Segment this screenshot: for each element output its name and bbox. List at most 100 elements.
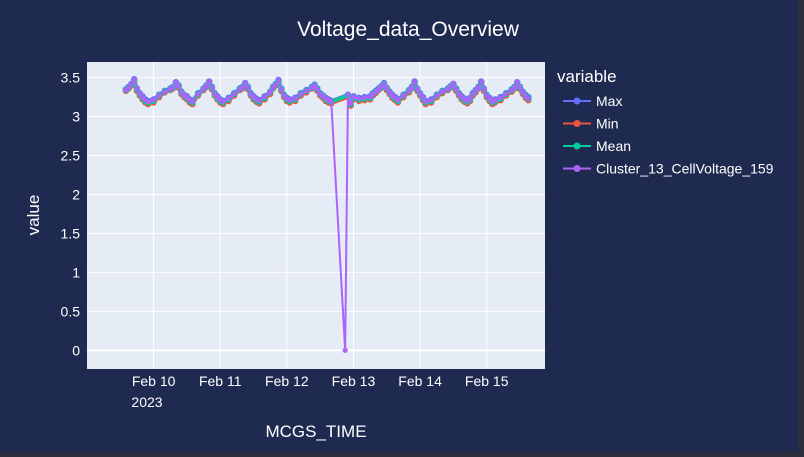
- legend-swatch-marker: [573, 120, 581, 127]
- x-tick-label: Feb 13: [332, 373, 376, 389]
- data-point[interactable]: [170, 85, 176, 91]
- data-point[interactable]: [517, 85, 523, 91]
- data-point[interactable]: [478, 78, 484, 85]
- data-point[interactable]: [525, 96, 531, 102]
- data-point[interactable]: [342, 347, 348, 353]
- data-point[interactable]: [384, 85, 390, 92]
- data-point[interactable]: [411, 78, 418, 85]
- legend-label: Cluster_13_CellVoltage_159: [596, 161, 774, 177]
- data-point[interactable]: [151, 97, 157, 103]
- grid-layer: [87, 62, 545, 369]
- data-point[interactable]: [275, 77, 282, 83]
- data-point[interactable]: [511, 85, 518, 91]
- data-point[interactable]: [348, 100, 354, 106]
- data-point[interactable]: [356, 96, 362, 102]
- legend: variable Max Min Mean Cluster_13_CellVoltag…: [557, 67, 774, 177]
- data-point[interactable]: [361, 95, 368, 101]
- data-point[interactable]: [189, 99, 196, 105]
- legend-title: variable: [557, 67, 617, 86]
- data-point[interactable]: [145, 99, 151, 105]
- data-point[interactable]: [503, 91, 509, 97]
- data-point[interactable]: [312, 82, 318, 88]
- data-point[interactable]: [203, 83, 209, 89]
- data-point[interactable]: [428, 97, 434, 103]
- data-point[interactable]: [256, 98, 262, 104]
- y-tick-label: 0.5: [61, 303, 81, 319]
- y-tick-label: 1: [72, 264, 80, 280]
- data-point[interactable]: [242, 80, 248, 86]
- data-point[interactable]: [467, 96, 473, 102]
- data-point[interactable]: [420, 95, 426, 101]
- data-point[interactable]: [423, 99, 429, 105]
- legend-item[interactable]: Max: [563, 93, 622, 109]
- legend-swatch-marker: [573, 97, 581, 105]
- data-point[interactable]: [497, 95, 504, 101]
- data-point[interactable]: [206, 78, 212, 85]
- data-point[interactable]: [231, 91, 237, 97]
- x-tick-label: Feb 12: [265, 373, 309, 389]
- legend-swatch-marker: [573, 142, 581, 150]
- data-point[interactable]: [298, 91, 304, 97]
- data-point[interactable]: [225, 96, 232, 102]
- data-point[interactable]: [176, 83, 182, 89]
- legend-item[interactable]: Mean: [563, 138, 631, 154]
- data-point[interactable]: [220, 99, 226, 105]
- y-tick-label: 1.5: [61, 225, 81, 241]
- legend-item[interactable]: Cluster_13_CellVoltage_159: [563, 161, 774, 177]
- series-cluster-13-cellvoltage-159: [123, 76, 531, 353]
- x-axis-year-label: 2023: [131, 394, 162, 410]
- data-point[interactable]: [314, 86, 320, 92]
- data-point[interactable]: [514, 79, 520, 85]
- window-edge-bottom: [0, 452, 804, 457]
- data-point[interactable]: [162, 89, 168, 95]
- x-tick-label: Feb 14: [398, 373, 442, 389]
- data-point[interactable]: [126, 85, 132, 91]
- data-point[interactable]: [156, 92, 162, 99]
- data-point[interactable]: [209, 85, 215, 91]
- plot-area: [87, 62, 545, 369]
- data-point[interactable]: [381, 81, 387, 87]
- data-point[interactable]: [414, 86, 420, 92]
- legend-swatch-marker: [573, 165, 581, 172]
- data-point[interactable]: [492, 97, 498, 103]
- axis-layer: 0 0.5 1 1.5 2 2.5 3 3.5 Feb 10 Feb 11 Feb 12 Feb 13…: [61, 70, 509, 389]
- data-point[interactable]: [439, 89, 445, 95]
- y-axis-title: value: [24, 195, 43, 236]
- data-point[interactable]: [137, 90, 143, 96]
- data-point[interactable]: [453, 86, 459, 92]
- data-point[interactable]: [400, 92, 407, 99]
- data-point[interactable]: [134, 85, 140, 92]
- data-point[interactable]: [475, 85, 481, 91]
- data-point[interactable]: [450, 81, 456, 87]
- data-point[interactable]: [417, 91, 423, 97]
- data-point[interactable]: [409, 85, 415, 91]
- data-point[interactable]: [195, 91, 201, 97]
- data-point[interactable]: [273, 82, 279, 88]
- data-point[interactable]: [328, 99, 334, 105]
- data-point[interactable]: [131, 76, 137, 82]
- y-tick-label: 2.5: [61, 148, 81, 164]
- data-point[interactable]: [287, 97, 293, 103]
- data-point[interactable]: [481, 86, 487, 92]
- data-point[interactable]: [245, 85, 251, 91]
- x-axis-title: MCGS_TIME: [265, 422, 366, 441]
- data-point[interactable]: [278, 86, 284, 92]
- data-point[interactable]: [395, 97, 401, 103]
- data-point[interactable]: [303, 88, 309, 94]
- data-point[interactable]: [345, 92, 351, 98]
- data-point[interactable]: [239, 85, 246, 91]
- data-point[interactable]: [262, 94, 268, 100]
- data-point[interactable]: [173, 79, 179, 85]
- x-tick-label: Feb 15: [465, 373, 509, 389]
- x-tick-label: Feb 10: [132, 373, 176, 389]
- data-point[interactable]: [520, 89, 526, 95]
- data-point[interactable]: [292, 96, 298, 102]
- data-point[interactable]: [128, 81, 135, 87]
- data-point[interactable]: [267, 89, 273, 95]
- data-point[interactable]: [350, 94, 357, 100]
- data-point[interactable]: [434, 92, 440, 99]
- window-edge-right: [798, 0, 804, 457]
- legend-item[interactable]: Min: [563, 116, 619, 132]
